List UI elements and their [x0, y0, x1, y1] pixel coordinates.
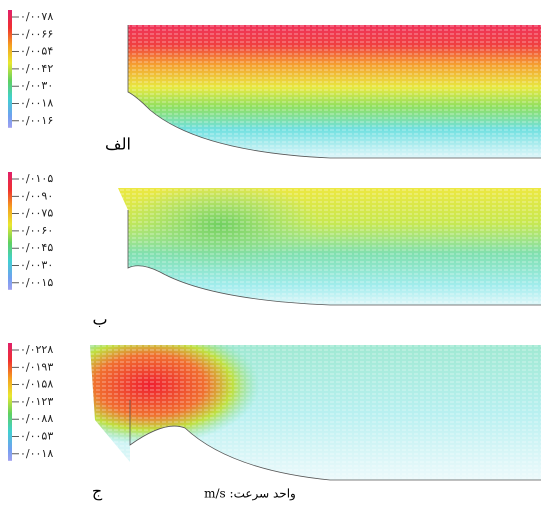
colorbar-label: ۰/۰۰۸۸	[20, 412, 53, 425]
colorbar-label: ۰/۰۰۴۲	[20, 62, 53, 75]
colorbar	[8, 343, 12, 461]
colorbar-label: ۰/۰۱۰۵	[20, 172, 53, 185]
caption: واحد سرعت: m/s	[204, 487, 296, 501]
panel-b-field	[118, 188, 541, 305]
colorbar-label: ۰/۰۰۴۵	[20, 241, 53, 254]
colorbar-label: ۰/۰۱۵۸	[20, 378, 53, 391]
colorbar	[8, 172, 12, 290]
panel-c-outline	[129, 400, 541, 481]
colorbar-label: ۰/۰۰۳۰	[20, 79, 53, 92]
panel-label: ج	[92, 482, 103, 501]
panel-b-outline	[127, 210, 541, 306]
colorbar-label: ۰/۰۰۱۸	[20, 97, 53, 110]
colorbar-label: ۰/۰۰۵۳	[20, 430, 53, 443]
colorbar-label: ۰/۰۰۷۸	[20, 10, 53, 23]
colorbar-label: ۰/۰۰۱۵	[20, 276, 53, 289]
colorbar-label: ۰/۰۰۶۶	[20, 27, 53, 40]
panel-label: الف	[105, 135, 131, 154]
colorbar-label: ۰/۰۰۳۰	[20, 259, 53, 272]
colorbar-label: ۰/۰۲۲۸	[20, 343, 53, 356]
panel-a-field	[128, 25, 541, 158]
colorbar-label: ۰/۰۰۵۴	[20, 45, 53, 58]
colorbar-label: ۰/۰۰۹۰	[20, 189, 53, 202]
colorbar-label: ۰/۰۱۲۳	[20, 395, 53, 408]
colorbar-label: ۰/۰۰۱۶	[20, 114, 53, 127]
colorbar	[8, 10, 12, 128]
colorbar-label: ۰/۰۰۱۸	[20, 447, 53, 460]
panel-label: ب	[92, 310, 107, 329]
colorbar-label: ۰/۰۱۹۳	[20, 360, 53, 373]
colorbar-label: ۰/۰۰۶۰	[20, 224, 53, 237]
panel-a-outline	[127, 25, 541, 159]
colorbar-label: ۰/۰۰۷۵	[20, 207, 53, 220]
panel-c-field	[90, 345, 541, 480]
